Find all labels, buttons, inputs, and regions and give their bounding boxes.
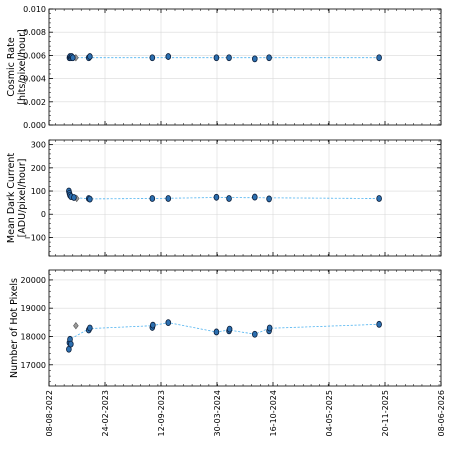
data-point [376,320,382,328]
y-axis-label: [hits/pixel/hour] [17,29,28,104]
data-point [376,54,382,62]
outlier-point [73,322,79,330]
y-tick-label: 0.008 [23,28,46,37]
x-tick-label: 20-11-2025 [381,390,390,437]
y-tick-label: 17000 [21,361,46,370]
data-point [226,195,232,202]
data-point [213,328,220,336]
data-point [149,54,156,62]
y-tick-label: 20000 [21,276,46,285]
y-tick-label: 0.000 [23,121,46,130]
x-tick-label: 16-10-2024 [269,390,278,437]
data-point [213,193,220,201]
y-tick-label: 0.002 [23,98,46,107]
data-point [226,54,232,62]
y-tick-label: 0.006 [23,51,46,60]
data-point [266,324,273,332]
data-point [165,53,172,60]
panel-2: −100 0 100 200 300 Mean Dark Current [ADU/pixe… [6,139,442,257]
x-tick-label: 30-03-2024 [213,390,222,437]
x-tick-label: 08-08-2022 [45,390,54,437]
data-point [150,321,156,329]
data-point [252,193,258,201]
trend-line [68,322,380,350]
x-tick-label: 04-05-2025 [325,390,334,437]
data-point [213,54,220,62]
data-point [165,195,172,202]
plot-frame [48,269,442,387]
y-tick-label: 200 [31,164,46,173]
x-tick-label: 24-02-2023 [101,390,110,437]
data-point [149,195,156,202]
data-point [376,195,382,202]
data-point [87,53,93,60]
y-tick-label: 19000 [21,304,46,313]
y-axis-label: Cosmic Rate [6,37,17,96]
y-tick-label: 300 [31,141,46,150]
plot-frame [48,8,442,126]
data-point [252,330,258,338]
data-point [266,195,272,203]
trend-line [68,190,380,200]
panel-1: 0.000 0.002 0.004 0.006 0.008 0.010 Cosmic Rat… [6,5,442,130]
y-tick-label: 0 [41,210,46,219]
data-point [87,324,93,332]
y-tick-label: 18000 [21,332,46,341]
y-tick-label: 0.004 [23,75,46,84]
x-tick-label: 12-09-2023 [157,390,166,437]
y-axis-label: Number of Hot Pixels [9,278,20,378]
data-point [165,319,172,327]
data-point [71,194,77,201]
data-point [68,340,74,348]
data-point [266,54,272,62]
data-point [87,195,93,203]
data-point [70,54,76,62]
data-point [226,325,233,333]
data-point [252,55,258,63]
y-axis-label: [ADU/pixel/hour] [17,159,28,238]
x-tick-label: 08-06-2026 [437,390,446,437]
plot-frame [48,139,442,257]
y-axis-label: Mean Dark Current [6,153,17,243]
y-tick-label: 0.010 [23,5,46,14]
y-tick-label: 100 [31,187,46,196]
y-tick-label: −100 [24,233,46,242]
